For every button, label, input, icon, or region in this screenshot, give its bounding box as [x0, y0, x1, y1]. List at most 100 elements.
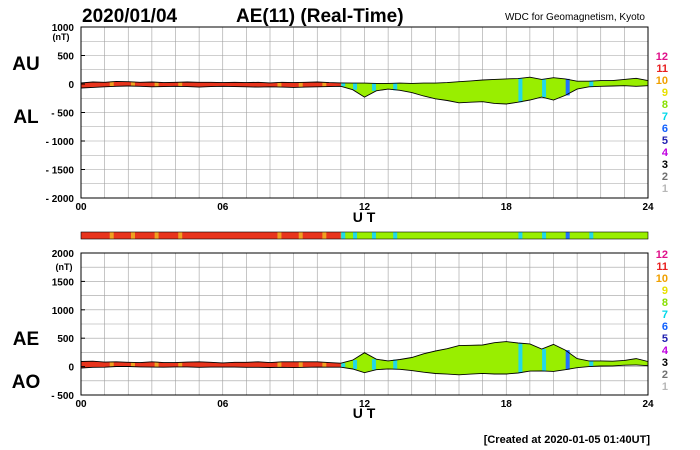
activity-marker [371, 232, 376, 239]
upper-legend-station-6: 6 [662, 123, 668, 135]
upper-y-tick-label: - 1000 [46, 137, 75, 148]
lower-marker [130, 362, 135, 367]
upper-marker [542, 79, 547, 98]
activity-marker [393, 232, 398, 239]
upper-au-line [80, 76, 649, 84]
activity-marker [178, 232, 183, 239]
lower-area-low-activity [81, 361, 341, 368]
upper-marker [322, 82, 327, 87]
al-label: AL [13, 107, 39, 128]
upper-legend-station-3: 3 [662, 159, 668, 171]
upper-y-tick-label: - 2000 [46, 194, 75, 205]
lower-legend-station-1: 1 [662, 381, 668, 393]
upper-grid [81, 27, 648, 198]
activity-marker [518, 232, 523, 239]
lower-x-tick-label: 18 [501, 399, 513, 410]
lower-x-tick-label: 24 [642, 399, 654, 410]
lower-marker [154, 361, 159, 368]
lower-x-tick-label: 00 [75, 399, 87, 410]
lower-marker [542, 348, 547, 371]
activity-marker [130, 232, 135, 239]
lower-marker [178, 362, 183, 367]
upper-x-axis-label: U T [353, 209, 376, 225]
lower-marker [322, 362, 327, 368]
au-al-lines [80, 76, 649, 105]
lower-legend-station-6: 6 [662, 321, 668, 333]
lower-legend-station-9: 9 [662, 285, 668, 297]
lower-legend-station-2: 2 [662, 369, 668, 381]
ae-ao-lines [80, 341, 649, 376]
upper-marker [298, 82, 303, 88]
lower-x-axis-label: U T [353, 405, 376, 421]
chart-title: AE(11) (Real-Time) [236, 6, 404, 27]
activity-marker [353, 232, 358, 239]
upper-marker [178, 82, 183, 87]
upper-legend-station-12: 12 [656, 51, 668, 63]
activity-marker [322, 232, 327, 239]
upper-x-tick-label: 24 [642, 202, 654, 213]
upper-legend-station-5: 5 [662, 135, 668, 147]
upper-area-high-activity [341, 77, 648, 104]
upper-marker [393, 83, 398, 91]
lower-marker [298, 361, 303, 368]
upper-marker [341, 82, 346, 87]
upper-legend-station-1: 1 [662, 183, 668, 195]
upper-marker [130, 81, 135, 86]
upper-al-line [80, 85, 649, 105]
lower-legend-station-4: 4 [662, 345, 669, 357]
upper-y-tick-labels: 1000 500 0 - 500 - 1000 - 1500 - 2000 [46, 23, 85, 205]
lower-y-tick-label: - 500 [51, 391, 74, 402]
upper-y-tick-label: 500 [57, 52, 74, 63]
activity-marker [298, 232, 303, 239]
lower-marker [589, 360, 594, 367]
upper-marker [518, 78, 523, 103]
activity-bar-frame [80, 231, 649, 240]
upper-marker [371, 83, 376, 91]
upper-marker [353, 83, 358, 90]
upper-marker [277, 82, 282, 88]
lower-y-tick-label: 1000 [52, 306, 75, 317]
activity-segment-low [81, 232, 341, 239]
upper-y-tick-label: - 1500 [46, 166, 75, 177]
upper-legend-station-2: 2 [662, 171, 668, 183]
lower-ao-line [80, 364, 649, 376]
lower-legend-station-3: 3 [662, 357, 668, 369]
ae-ao-station-markers [109, 343, 594, 373]
created-timestamp: [Created at 2020-01-05 01:40UT] [484, 434, 651, 446]
lower-frame [80, 252, 649, 396]
activity-marker [277, 232, 282, 239]
lower-y-tick-label: 0 [68, 363, 74, 374]
au-al-station-markers [109, 78, 594, 103]
upper-legend-station-9: 9 [662, 87, 668, 99]
lower-y-tick-label: 1500 [52, 277, 75, 288]
lower-marker [393, 359, 398, 370]
lower-legend-station-8: 8 [662, 297, 668, 309]
lower-x-tick-labels: 00 06 12 18 24 [75, 399, 654, 410]
lower-marker [277, 361, 282, 368]
activity-segment-high [340, 232, 648, 239]
upper-legend-station-8: 8 [662, 99, 668, 111]
lower-ae-line [80, 341, 649, 364]
ae-ao-area [81, 341, 648, 375]
lower-legend-station-12: 12 [656, 249, 668, 261]
lower-grid [81, 253, 648, 395]
upper-legend-station-4: 4 [662, 147, 669, 159]
lower-x-tick-label: 12 [359, 399, 371, 410]
lower-legend-station-5: 5 [662, 333, 668, 345]
activity-marker [109, 232, 114, 239]
upper-legend-station-7: 7 [662, 111, 668, 123]
upper-y-tick-label: 1000 [52, 23, 75, 34]
lower-legend-station-11: 11 [656, 261, 668, 273]
upper-marker [109, 81, 114, 87]
lower-marker [353, 360, 358, 369]
au-label: AU [12, 54, 39, 75]
upper-y-tick-label: - 500 [51, 109, 74, 120]
lower-marker [371, 359, 376, 370]
activity-marker [565, 232, 570, 239]
lower-x-tick-label: 06 [217, 399, 229, 410]
lower-marker [518, 343, 523, 373]
